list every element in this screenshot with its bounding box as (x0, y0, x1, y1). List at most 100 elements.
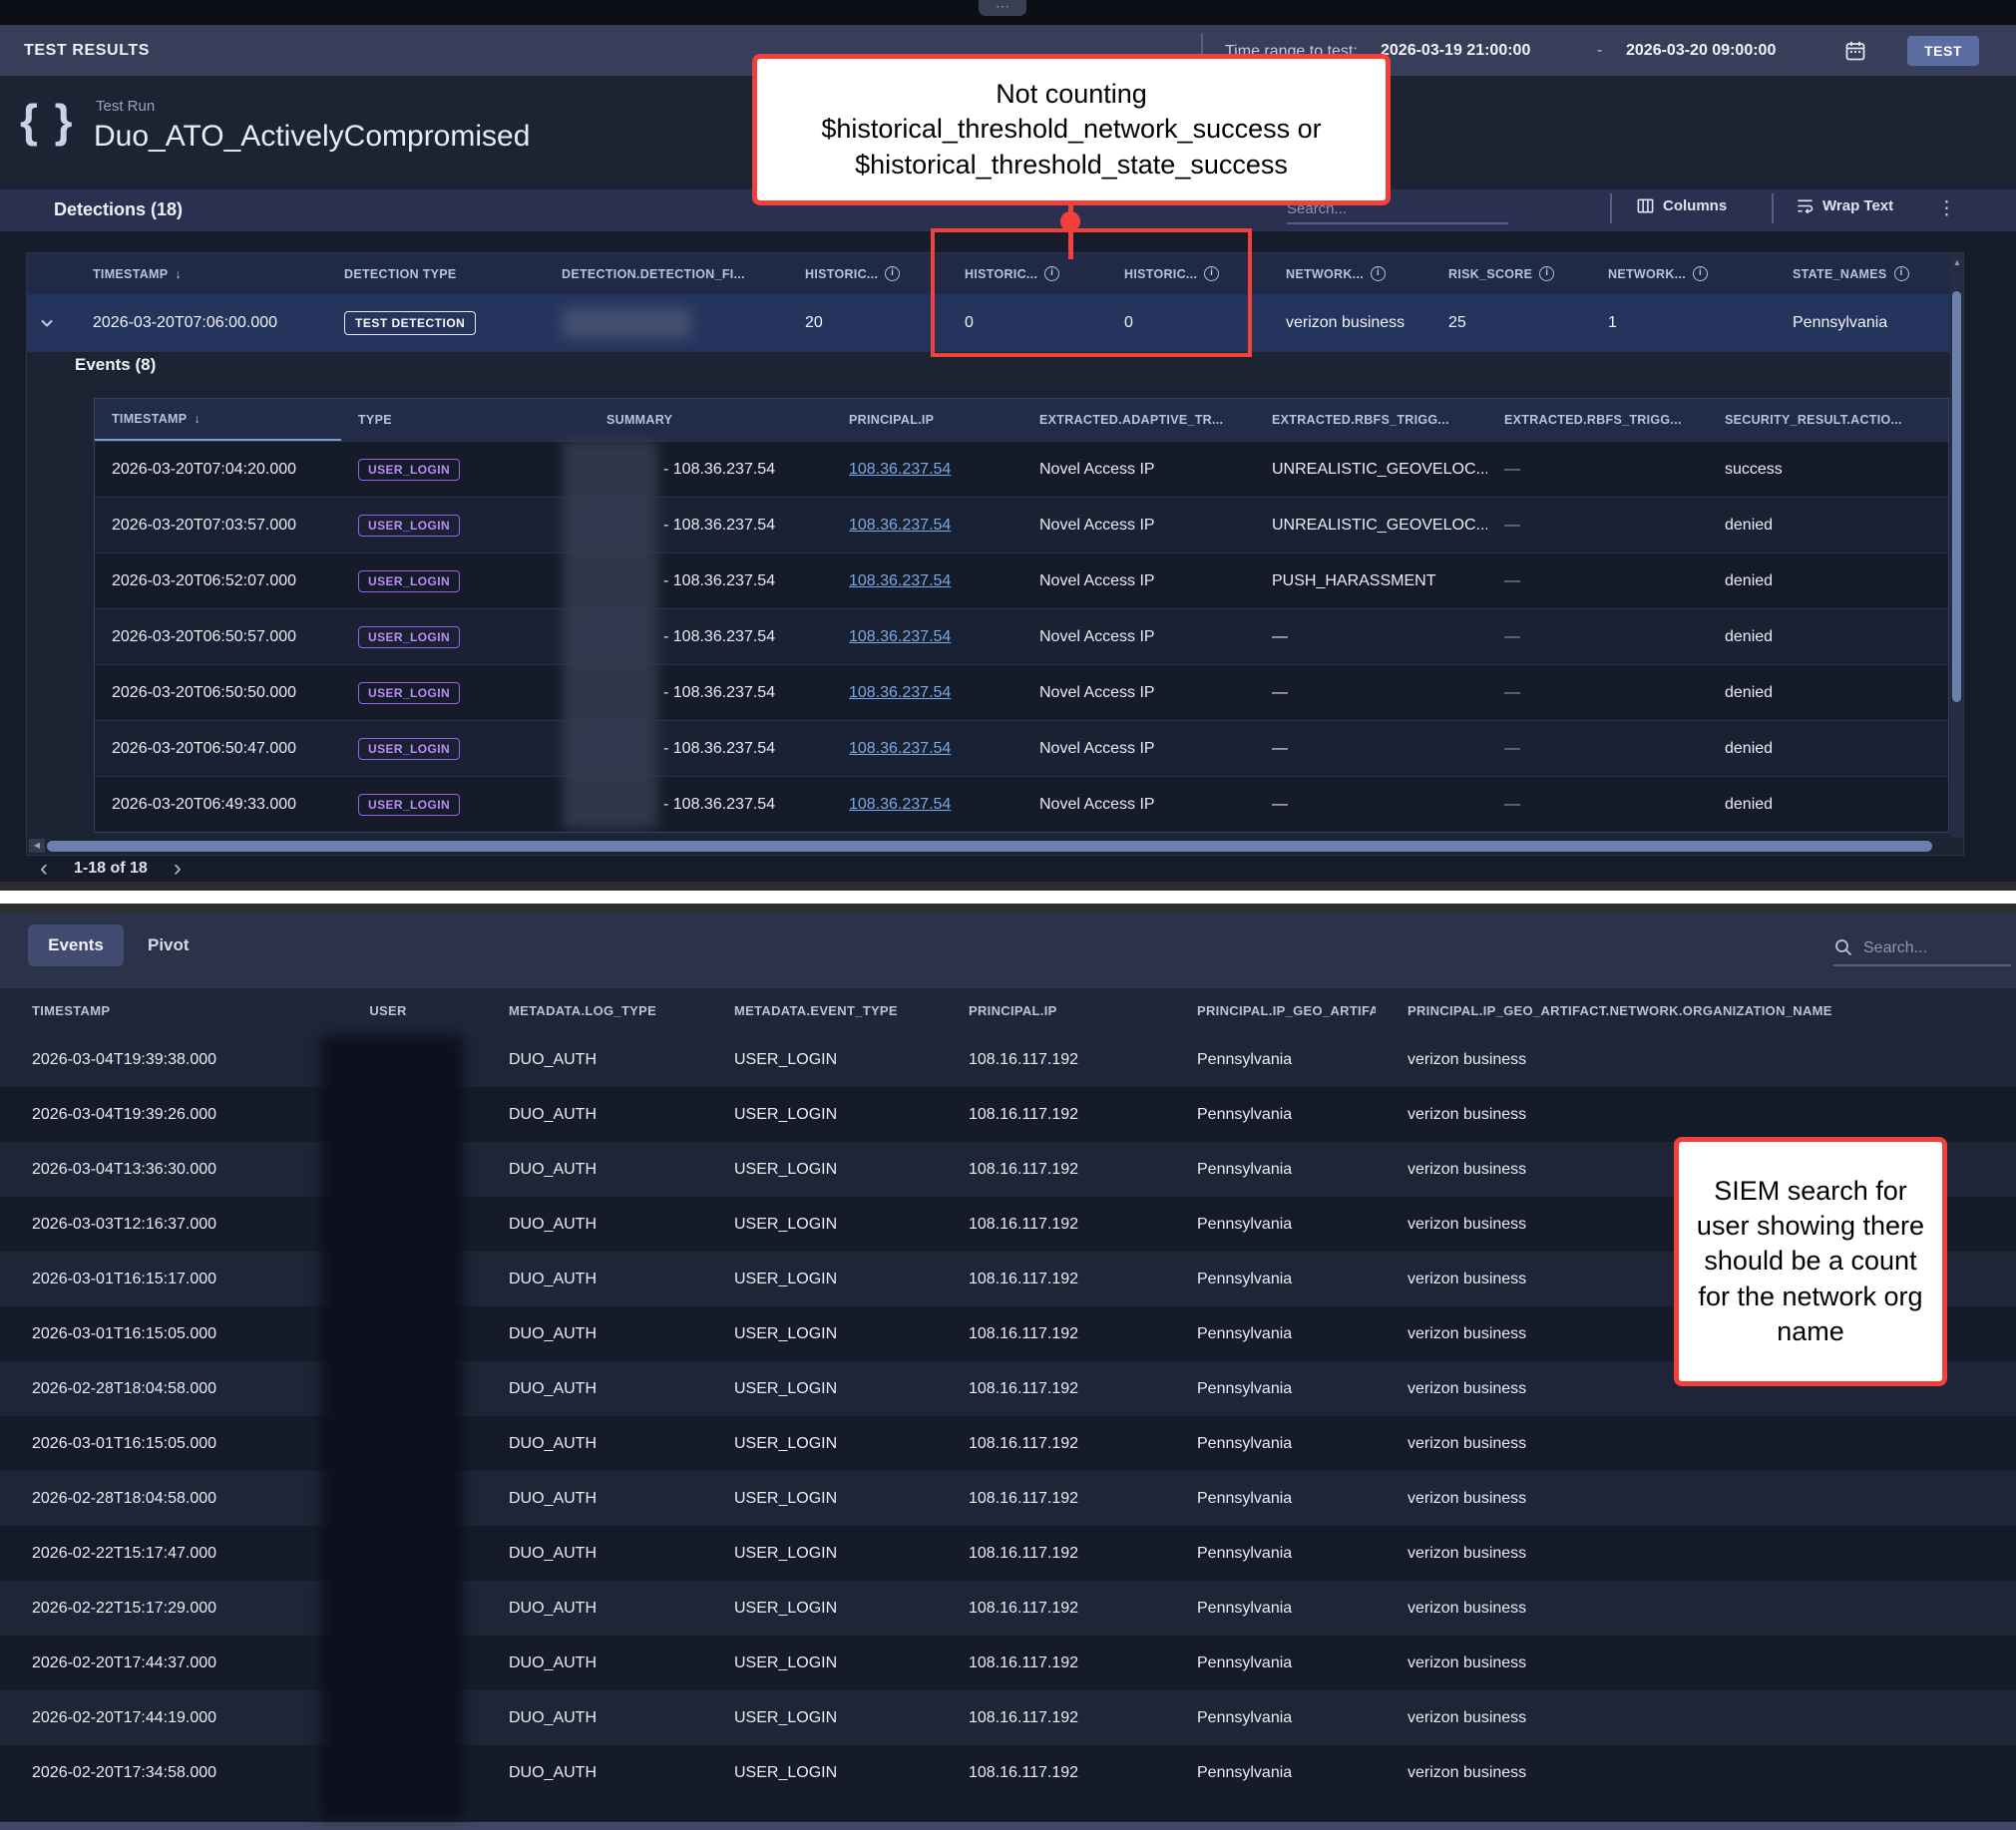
col-historic-1[interactable]: HISTORIC... i (779, 253, 939, 294)
siem-event-row[interactable]: 2026-03-04T19:39:26.000 DUO_AUTH USER_LO… (0, 1087, 2016, 1142)
calendar-icon[interactable] (1843, 39, 1867, 63)
vertical-scrollbar[interactable]: ▲ (1950, 253, 1963, 838)
columns-button[interactable]: Columns (1636, 196, 1727, 215)
horizontal-scroll-thumb[interactable] (47, 840, 1932, 852)
ip-link[interactable]: 108.36.237.54 (849, 460, 952, 478)
col-network-1[interactable]: NETWORK... i (1260, 253, 1422, 294)
siem-search-input[interactable] (1833, 932, 2011, 966)
siem-event-row[interactable]: 2026-03-04T19:39:38.000 DUO_AUTH USER_LO… (0, 1032, 2016, 1087)
col-ev-type[interactable]: TYPE (358, 413, 392, 427)
siem-event-row[interactable]: 2026-02-20T17:34:58.000 DUO_AUTH USER_LO… (0, 1745, 2016, 1800)
vertical-scroll-thumb[interactable] (1952, 291, 1961, 702)
info-icon[interactable]: i (1539, 266, 1555, 281)
col-historic-3[interactable]: HISTORIC... i (1098, 253, 1260, 294)
event-row[interactable]: 2026-03-20T07:04:20.000 USER_LOGIN - 108… (95, 441, 1948, 497)
siem-state: Pennsylvania (1197, 1270, 1293, 1287)
ip-link[interactable]: 108.36.237.54 (849, 739, 952, 757)
col-network-2[interactable]: NETWORK... i (1582, 253, 1767, 294)
col-timestamp[interactable]: TIMESTAMP ↓ (93, 266, 182, 281)
siem-state: Pennsylvania (1197, 1544, 1293, 1562)
siem-event-row[interactable]: 2026-02-22T15:17:47.000 DUO_AUTH USER_LO… (0, 1526, 2016, 1581)
tab-events[interactable]: Events (28, 924, 124, 966)
col-ev-summary[interactable]: SUMMARY (606, 413, 673, 427)
siem-event-row[interactable]: 2026-02-20T17:44:19.000 DUO_AUTH USER_LO… (0, 1690, 2016, 1745)
time-range-end[interactable]: 2026-03-20 09:00:00 (1626, 42, 1777, 59)
info-icon[interactable]: i (1204, 266, 1220, 281)
col-siem-event-type[interactable]: METADATA.EVENT_TYPE (734, 1002, 898, 1018)
tab-pivot[interactable]: Pivot (148, 924, 190, 966)
siem-principal-ip: 108.16.117.192 (969, 1653, 1079, 1671)
siem-log-type: DUO_AUTH (509, 1489, 598, 1507)
detection-row-expanded[interactable]: 2026-03-20T07:06:00.000 TEST DETECTION 2… (27, 294, 1963, 352)
siem-event-row[interactable]: 2026-02-20T17:44:37.000 DUO_AUTH USER_LO… (0, 1636, 2016, 1690)
events-rows: 2026-03-20T07:04:20.000 USER_LOGIN - 108… (95, 441, 1948, 832)
info-icon[interactable]: i (1693, 266, 1708, 281)
col-state-names[interactable]: STATE_NAMES i (1767, 253, 1963, 294)
ip-link[interactable]: 108.36.237.54 (849, 516, 952, 534)
col-siem-user[interactable]: USER (369, 1002, 407, 1018)
event-timestamp: 2026-03-20T06:49:33.000 (112, 795, 297, 813)
col-siem-log-type[interactable]: METADATA.LOG_TYPE (509, 1002, 657, 1018)
col-ev-timestamp[interactable]: TIMESTAMP ↓ (95, 399, 341, 441)
overflow-menu-icon[interactable]: ⋮ (1937, 198, 1956, 219)
siem-state: Pennsylvania (1197, 1489, 1293, 1507)
next-page-icon[interactable]: › (173, 855, 182, 882)
siem-event-row[interactable]: 2026-03-01T16:15:05.000 DUO_AUTH USER_LO… (0, 1416, 2016, 1471)
event-action: denied (1725, 795, 1774, 813)
siem-timestamp: 2026-02-28T18:04:58.000 (32, 1379, 217, 1397)
window-drag-handle[interactable]: ⋯ (979, 0, 1026, 16)
siem-log-type: DUO_AUTH (509, 1324, 598, 1342)
siem-state: Pennsylvania (1197, 1379, 1293, 1397)
event-row[interactable]: 2026-03-20T06:50:50.000 USER_LOGIN - 108… (95, 664, 1948, 720)
col-historic-2[interactable]: HISTORIC... i (939, 253, 1098, 294)
siem-event-row[interactable]: 2026-02-28T18:04:58.000 DUO_AUTH USER_LO… (0, 1471, 2016, 1526)
col-siem-org-name[interactable]: PRINCIPAL.IP_GEO_ARTIFACT.NETWORK.ORGANI… (1408, 1002, 1832, 1018)
col-ev-adaptive[interactable]: EXTRACTED.ADAPTIVE_TR... (1039, 413, 1224, 427)
test-run-name: Duo_ATO_ActivelyCompromised (94, 120, 531, 153)
annotation-line: $historical_threshold_network_success or (821, 114, 1322, 145)
siem-horizontal-scrollbar[interactable] (0, 1822, 2016, 1830)
ip-link[interactable]: 108.36.237.54 (849, 795, 952, 813)
col-siem-principal-ip[interactable]: PRINCIPAL.IP (969, 1002, 1057, 1018)
pagination: ‹ 1-18 of 18 › (40, 854, 182, 884)
siem-timestamp: 2026-03-03T12:16:37.000 (32, 1215, 217, 1233)
info-icon[interactable]: i (1371, 266, 1386, 281)
event-row[interactable]: 2026-03-20T07:03:57.000 USER_LOGIN - 108… (95, 497, 1948, 552)
info-icon[interactable]: i (885, 266, 901, 281)
col-siem-geo-artifact[interactable]: PRINCIPAL.IP_GEO_ARTIFA... (1197, 1002, 1376, 1018)
event-rbfs-1: UNREALISTIC_GEOVELOC... (1272, 460, 1487, 478)
event-principal-ip-cell: 108.36.237.54 (832, 721, 1022, 776)
scroll-left-icon[interactable]: ◀ (29, 839, 45, 853)
wrap-text-button[interactable]: Wrap Text (1796, 196, 1893, 215)
siem-event-row[interactable]: 2026-02-22T15:17:29.000 DUO_AUTH USER_LO… (0, 1581, 2016, 1636)
time-range-start[interactable]: 2026-03-19 21:00:00 (1381, 42, 1531, 59)
col-detection-type[interactable]: DETECTION TYPE (344, 266, 457, 281)
test-button[interactable]: TEST (1907, 36, 1979, 66)
col-detection-file[interactable]: DETECTION.DETECTION_FI... (562, 266, 745, 281)
ip-link[interactable]: 108.36.237.54 (849, 627, 952, 645)
col-siem-timestamp[interactable]: TIMESTAMP (32, 1002, 111, 1018)
info-icon[interactable]: i (1044, 266, 1060, 281)
test-run-label: Test Run (96, 98, 156, 115)
siem-state: Pennsylvania (1197, 1599, 1293, 1617)
event-row[interactable]: 2026-03-20T06:50:47.000 USER_LOGIN - 108… (95, 720, 1948, 776)
event-row[interactable]: 2026-03-20T06:50:57.000 USER_LOGIN - 108… (95, 608, 1948, 664)
siem-log-type: DUO_AUTH (509, 1379, 598, 1397)
info-icon[interactable]: i (1893, 266, 1909, 281)
event-row[interactable]: 2026-03-20T06:49:33.000 USER_LOGIN - 108… (95, 776, 1948, 832)
col-ev-rbfs-2[interactable]: EXTRACTED.RBFS_TRIGG... (1504, 413, 1682, 427)
horizontal-scrollbar[interactable]: ◀ (29, 839, 1952, 853)
collapse-chevron-icon[interactable] (27, 294, 67, 351)
event-row[interactable]: 2026-03-20T06:52:07.000 USER_LOGIN - 108… (95, 552, 1948, 608)
event-adaptive: Novel Access IP (1039, 627, 1155, 645)
scroll-up-icon[interactable]: ▲ (1952, 257, 1962, 267)
col-ev-action[interactable]: SECURITY_RESULT.ACTIO... (1725, 413, 1902, 427)
ip-link[interactable]: 108.36.237.54 (849, 683, 952, 701)
prev-page-icon[interactable]: ‹ (40, 855, 48, 882)
col-ev-principal-ip[interactable]: PRINCIPAL.IP (849, 413, 935, 427)
col-ev-rbfs-1[interactable]: EXTRACTED.RBFS_TRIGG... (1272, 413, 1449, 427)
siem-principal-ip: 108.16.117.192 (969, 1544, 1079, 1562)
ip-link[interactable]: 108.36.237.54 (849, 571, 952, 589)
col-risk-score[interactable]: RISK_SCORE i (1422, 253, 1582, 294)
detections-search-input[interactable] (1287, 194, 1508, 224)
